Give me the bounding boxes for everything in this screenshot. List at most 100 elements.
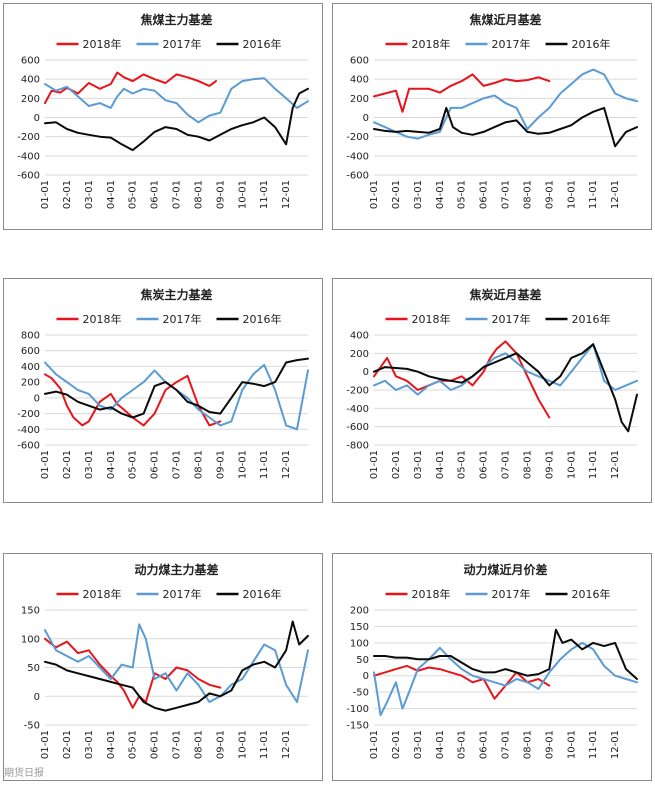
x-tick-label: 03-01: [413, 180, 424, 209]
y-tick-label: 600: [21, 56, 40, 67]
legend: 2018年 2017年 2016年: [385, 37, 611, 51]
legend-label: 2018年: [83, 37, 122, 51]
y-tick-label: -600: [17, 171, 40, 182]
chart-coking-coal-main: 焦煤主力基差 2018年 2017年 2016年 600 400 200 0 -200 -400 -…: [17, 12, 309, 209]
panel-coking-coal-near: 焦煤近月基差 2018年 2017年 2016年 600 400 200 0 -200 -400 -…: [329, 0, 655, 235]
x-tick-label: 11-01: [259, 450, 270, 479]
series-line: [373, 343, 638, 433]
legend-label: 2017年: [163, 587, 202, 601]
panel-coke-near: 焦炭近月基差 2018年 2017年 2016年 400 200 0 -200 -400 -600…: [329, 275, 655, 505]
legend-label: 2017年: [492, 37, 531, 51]
x-tick-label: 09-01: [544, 180, 555, 209]
panel-thermal-coal-near: 动力煤近月价差 2018年 2017年 2016年 200 150 100 50 0 -50 -10…: [329, 550, 655, 785]
x-tick-label: 10-01: [566, 180, 577, 209]
x-tick-label: 04-01: [106, 180, 117, 209]
chart-title: 焦煤近月基差: [468, 12, 541, 27]
x-tick-label: 05-01: [128, 730, 139, 759]
x-tick-label: 10-01: [237, 180, 248, 209]
legend: 2018年 2017年 2016年: [385, 587, 611, 601]
y-tick-label: 0: [363, 671, 369, 682]
x-tick-label: 07-01: [501, 180, 512, 209]
chart-title: 动力煤近月价差: [463, 562, 547, 577]
y-tick-label: 800: [21, 331, 40, 342]
x-tick-label: 06-01: [479, 730, 490, 759]
x-tick-label: 05-01: [457, 730, 468, 759]
chart-coke-near: 焦炭近月基差 2018年 2017年 2016年 400 200 0 -200 -400 -600…: [346, 287, 638, 479]
series-line: [373, 641, 638, 717]
series-line: [373, 664, 551, 700]
x-tick-label: 11-01: [259, 180, 270, 209]
x-tick-label: 10-01: [237, 450, 248, 479]
watermark: 期货日报: [4, 768, 44, 779]
x-tick-label: 08-01: [522, 180, 533, 209]
y-tick-label: -600: [346, 171, 369, 182]
panel-frame: [3, 3, 323, 230]
y-tick-label: 150: [350, 622, 369, 633]
x-tick-label: 12-01: [281, 730, 292, 759]
y-tick-label: -50: [353, 688, 369, 699]
x-tick-label: 10-01: [237, 730, 248, 759]
legend-label: 2017年: [163, 312, 202, 326]
x-tick-label: 06-01: [150, 730, 161, 759]
panel-frame: [3, 278, 323, 503]
x-tick-label: 10-01: [566, 450, 577, 479]
series-line: [373, 340, 551, 419]
x-tick-label: 08-01: [522, 730, 533, 759]
legend-label: 2016年: [243, 312, 282, 326]
series-line: [44, 373, 222, 427]
panel-frame: [332, 3, 652, 230]
chart-coke-main: 焦炭主力基差 2018年 2017年 2016年 800 600 400 200 0 -200 -4…: [17, 287, 309, 479]
series-line: [373, 628, 638, 680]
x-tick-label: 11-01: [588, 180, 599, 209]
y-tick-label: -400: [17, 151, 40, 162]
x-tick-label: 07-01: [501, 450, 512, 479]
x-tick-label: 12-01: [610, 450, 621, 479]
x-tick-label: 05-01: [457, 180, 468, 209]
y-tick-label: -400: [17, 425, 40, 436]
x-tick-label: 03-01: [413, 730, 424, 759]
y-tick-label: 200: [350, 606, 369, 617]
x-tick-label: 04-01: [435, 180, 446, 209]
panel-coking-coal-main: 焦煤主力基差 2018年 2017年 2016年 600 400 200 0 -200 -400 -…: [0, 0, 326, 235]
x-tick-label: 09-01: [215, 730, 226, 759]
panel-frame: [332, 553, 652, 781]
y-tick-label: 0: [34, 393, 40, 404]
y-tick-label: 600: [350, 56, 369, 67]
y-tick-label: -200: [17, 132, 40, 143]
x-tick-label: 12-01: [281, 180, 292, 209]
chart-title: 焦炭主力基差: [139, 287, 212, 302]
series-line: [44, 620, 309, 712]
x-tick-label: 04-01: [435, 730, 446, 759]
series-line: [44, 77, 309, 124]
x-tick-label: 02-01: [62, 180, 73, 209]
x-tick-label: 04-01: [106, 730, 117, 759]
y-tick-label: -800: [346, 441, 369, 452]
legend: 2018年 2017年 2016年: [56, 37, 282, 51]
chart-thermal-coal-near: 动力煤近月价差 2018年 2017年 2016年 200 150 100 50 0 -50 -10…: [346, 562, 638, 759]
x-tick-label: 06-01: [479, 450, 490, 479]
legend-label: 2016年: [243, 587, 282, 601]
legend-label: 2017年: [163, 37, 202, 51]
chart-coking-coal-near: 焦煤近月基差 2018年 2017年 2016年 600 400 200 0 -200 -400 -…: [346, 12, 638, 209]
y-tick-label: 400: [350, 75, 369, 86]
y-tick-label: 0: [34, 692, 40, 703]
series-line: [44, 361, 309, 431]
x-tick-label: 12-01: [610, 180, 621, 209]
series-line: [373, 106, 638, 148]
legend-label: 2016年: [572, 37, 611, 51]
x-tick-label: 07-01: [501, 730, 512, 759]
legend-label: 2018年: [83, 587, 122, 601]
x-tick-label: 02-01: [391, 180, 402, 209]
chart-title: 动力煤主力基差: [134, 562, 218, 577]
y-tick-label: -600: [346, 422, 369, 433]
x-tick-label: 08-01: [193, 450, 204, 479]
y-tick-label: 100: [350, 638, 369, 649]
x-tick-label: 06-01: [150, 450, 161, 479]
y-tick-label: 50: [356, 655, 369, 666]
x-tick-label: 09-01: [215, 450, 226, 479]
y-tick-label: -200: [346, 132, 369, 143]
x-tick-label: 10-01: [566, 730, 577, 759]
x-tick-label: 05-01: [457, 450, 468, 479]
legend-label: 2017年: [492, 587, 531, 601]
legend-label: 2016年: [572, 587, 611, 601]
